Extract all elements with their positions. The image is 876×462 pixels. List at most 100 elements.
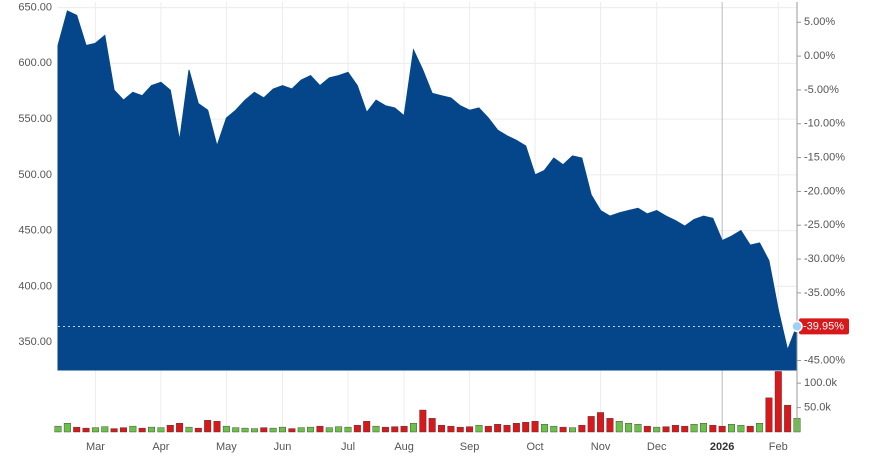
volume-bar	[466, 426, 474, 433]
volume-bar	[204, 420, 212, 433]
volume-bar	[569, 427, 576, 433]
volume-bar	[269, 427, 277, 433]
volume-bar	[353, 424, 361, 433]
volume-bar	[250, 428, 258, 433]
volume-bar	[176, 423, 184, 433]
y-tick-label: 650.00	[18, 1, 52, 13]
x-tick-label: Feb	[769, 441, 788, 453]
y2-tick-label: -25.00%	[804, 219, 845, 231]
y2-tick-label: -35.00%	[804, 287, 845, 299]
volume-bar	[681, 425, 689, 433]
volume-bar	[765, 397, 773, 433]
volume-bar	[438, 424, 446, 433]
y2-tick-label: -45.00%	[804, 354, 845, 366]
x-tick-label: 2026	[710, 441, 734, 453]
x-tick-label: Apr	[152, 441, 169, 453]
volume-bar	[316, 425, 324, 433]
x-tick-label: May	[216, 441, 237, 453]
volume-bar	[634, 423, 642, 433]
volume-bar	[409, 423, 417, 433]
volume-bar	[718, 425, 726, 433]
volume-bar	[138, 427, 146, 433]
last-value-badge	[799, 318, 849, 335]
volume-bar	[709, 424, 717, 433]
volume-bar	[91, 427, 99, 433]
y-tick-label: 400.00	[18, 280, 52, 292]
y2-tick-label: 5.00%	[804, 16, 835, 28]
volume-bar	[756, 423, 764, 433]
volume-bar	[550, 425, 558, 433]
volume-bar	[101, 426, 109, 433]
y-tick-label: 450.00	[18, 225, 52, 237]
volume-bar	[475, 424, 483, 433]
volume-bar	[559, 426, 567, 433]
volume-bar	[728, 423, 735, 433]
y2-tick-label: -5.00%	[804, 84, 839, 96]
volume-bar	[456, 426, 464, 433]
volume-bar	[503, 424, 511, 433]
volume-bar	[325, 427, 333, 433]
y2-tick-label: -10.00%	[804, 118, 845, 130]
volume-bar	[540, 423, 548, 433]
volume-bar	[213, 421, 221, 433]
volume-bar	[148, 426, 156, 433]
y-tick-label: 500.00	[18, 169, 52, 181]
x-tick-label: Nov	[591, 441, 611, 453]
volume-bar	[381, 426, 389, 433]
volume-bar	[531, 421, 539, 433]
y-tick-label: 350.00	[18, 336, 52, 348]
volume-bar	[372, 425, 380, 433]
volume-bar	[222, 425, 230, 433]
volume-bar	[185, 426, 193, 433]
volume-bar	[279, 426, 286, 433]
volume-bar	[447, 425, 455, 433]
y2-tick-label: -30.00%	[804, 253, 845, 265]
volume-bar	[363, 421, 371, 433]
volume-bar	[671, 424, 679, 433]
volume-bar	[653, 426, 661, 433]
volume-bar	[344, 426, 352, 433]
volume-bar	[615, 421, 623, 433]
y2-tick-label: -15.00%	[804, 151, 845, 163]
y2-tick-label: 0.00%	[804, 50, 835, 62]
volume-bar	[110, 428, 118, 433]
volume-bar	[194, 427, 202, 433]
volume-bar	[597, 412, 605, 433]
volume-bar	[746, 425, 754, 433]
y-tick-label: 550.00	[18, 113, 52, 125]
volume-bar	[241, 427, 249, 433]
volume-bar	[737, 424, 745, 433]
volume-bar	[699, 423, 707, 433]
y2-tick-label: -20.00%	[804, 185, 845, 197]
x-tick-label: Dec	[647, 441, 667, 453]
last-value-label: -39.95%	[803, 320, 844, 332]
volume-bar	[82, 427, 90, 433]
volume-bar	[260, 427, 268, 433]
x-tick-label: Jun	[274, 441, 292, 453]
volume-bar	[625, 423, 633, 433]
x-tick-label: Oct	[527, 441, 544, 453]
x-tick-label: Aug	[394, 441, 414, 453]
volume-bar	[335, 426, 343, 433]
volume-bar	[120, 427, 127, 433]
volume-bar	[307, 426, 315, 433]
volume-bar	[587, 416, 595, 433]
volume-bar	[662, 426, 670, 433]
volume-bar	[232, 427, 240, 433]
volume-bar	[512, 423, 520, 433]
volume-bar	[166, 424, 174, 433]
y-tick-label: 600.00	[18, 57, 52, 69]
volume-bar	[774, 371, 782, 433]
volume-bar	[73, 426, 81, 433]
volume-tick-label: 50.0k	[804, 401, 831, 413]
volume-bar	[129, 425, 137, 433]
volume-bar	[297, 427, 305, 433]
price-area	[57, 10, 798, 371]
volume-bar	[391, 426, 399, 433]
last-value-marker	[791, 320, 803, 333]
volume-bar	[690, 423, 698, 433]
x-tick-label: Sep	[460, 441, 480, 453]
volume-bar	[288, 428, 296, 433]
volume-bar	[419, 409, 427, 433]
volume-bar	[63, 423, 71, 433]
